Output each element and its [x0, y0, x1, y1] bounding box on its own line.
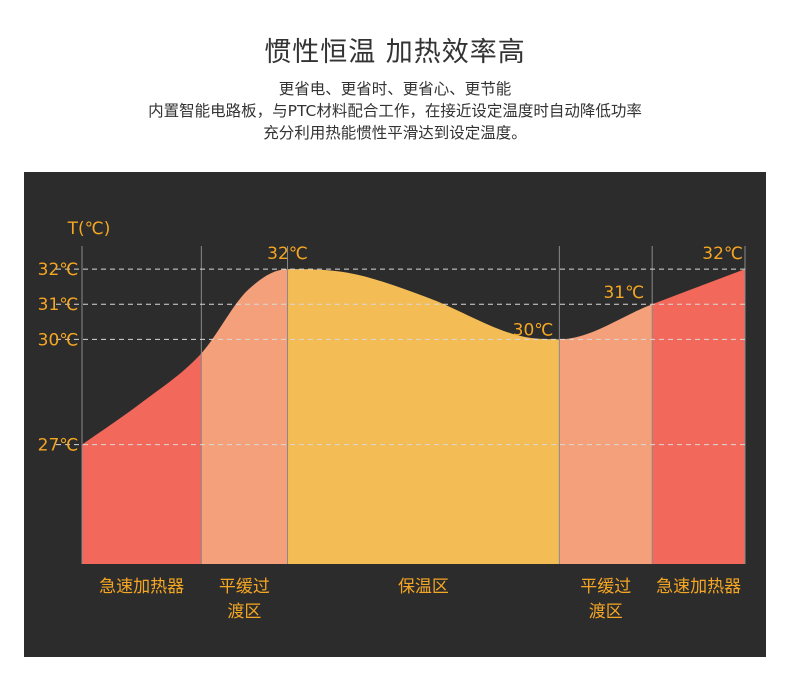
- region-fill: [287, 269, 560, 564]
- description-line: 内置智能电路板，与PTC材料配合工作，在接近设定温度时自动降低功率: [148, 102, 642, 120]
- y-tick-label: 27℃: [38, 436, 79, 456]
- y-tick-label: 30℃: [38, 330, 79, 350]
- description-line: 更省电、更省时、更省心、更节能: [278, 80, 512, 98]
- page-title: 惯性恒温 加热效率高: [264, 37, 526, 68]
- y-axis-title: T(℃): [67, 219, 111, 239]
- point-annotation: 32℃: [702, 244, 743, 264]
- y-tick-label: 31℃: [38, 295, 79, 315]
- point-annotation: 31℃: [603, 283, 644, 303]
- point-annotation: 32℃: [267, 244, 308, 264]
- area-fill: [82, 269, 745, 564]
- region-label: 急速加热器: [656, 577, 741, 597]
- point-annotation: 30℃: [513, 320, 554, 340]
- region-label: 平缓过: [580, 577, 631, 597]
- region-fill: [652, 269, 745, 564]
- y-tick-label: 32℃: [38, 260, 79, 280]
- description-line: 充分利用热能惯性平滑达到设定温度。: [263, 124, 527, 142]
- description: 更省电、更省时、更省心、更节能 内置智能电路板，与PTC材料配合工作，在接近设定…: [0, 78, 790, 144]
- region-label: 保温区: [398, 577, 449, 597]
- region-label: 急速加热器: [99, 577, 184, 597]
- region-label: 平缓过: [219, 577, 270, 597]
- region-label: 渡区: [589, 602, 623, 622]
- region-label: 渡区: [227, 602, 261, 622]
- region-fill: [559, 269, 653, 564]
- region-fill: [201, 269, 288, 564]
- chart-panel: 32℃ 31℃ 30℃ 27℃ T(℃) 32℃ 30℃ 31℃ 32℃ 急速加热器 平缓过渡区 保温…: [24, 172, 766, 657]
